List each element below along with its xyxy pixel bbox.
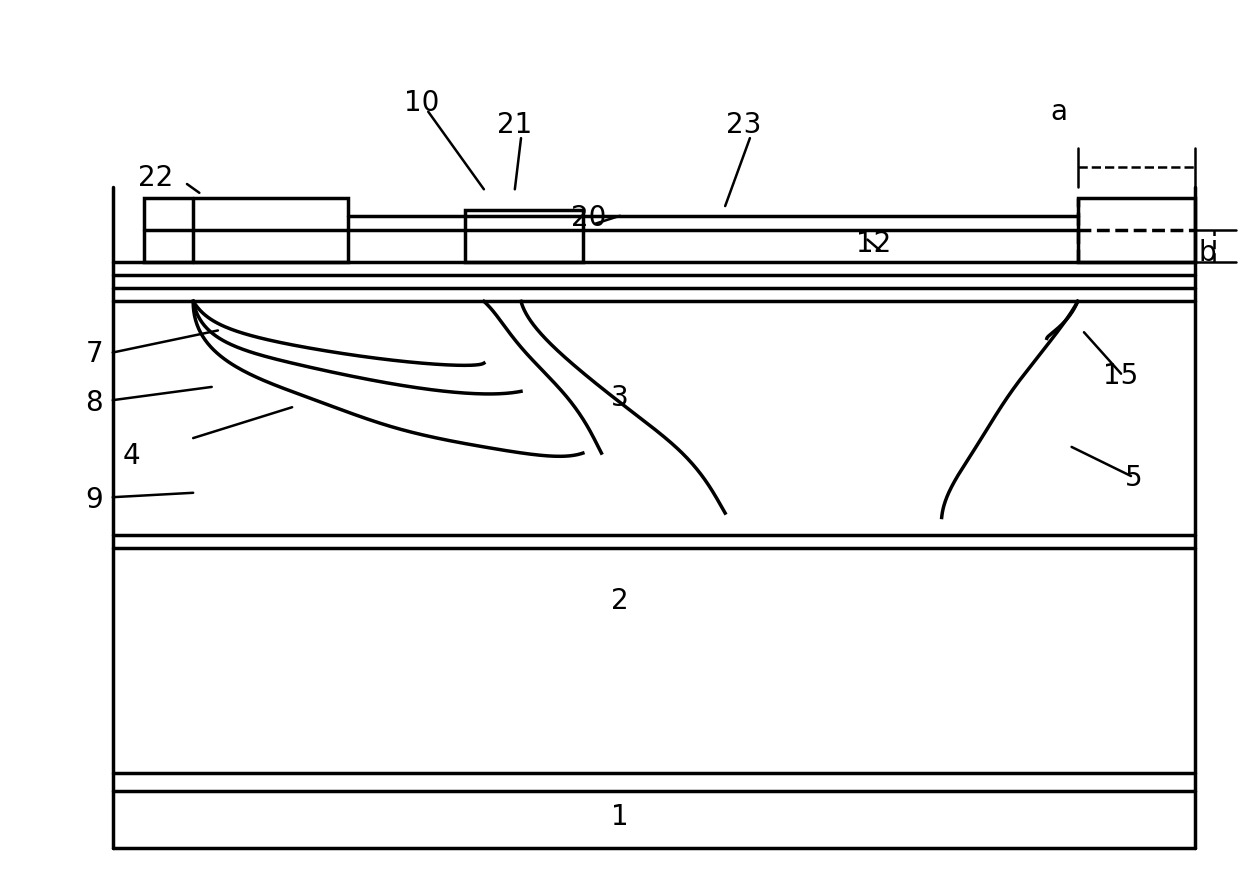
Text: 3: 3 [611, 384, 629, 412]
Text: b: b [1199, 239, 1216, 266]
Text: 21: 21 [497, 111, 532, 139]
Bar [465, 211, 583, 262]
Text: 12: 12 [856, 230, 892, 258]
Text: 5: 5 [1125, 464, 1142, 492]
Text: 1: 1 [611, 804, 629, 831]
Text: 8: 8 [86, 389, 103, 417]
Bar [1078, 198, 1195, 262]
Text: 23: 23 [727, 111, 761, 139]
Text: 22: 22 [139, 164, 174, 192]
Text: 10: 10 [404, 88, 440, 117]
Bar [144, 198, 347, 262]
Text: 15: 15 [1104, 362, 1138, 390]
Text: 4: 4 [123, 442, 140, 470]
Text: 9: 9 [86, 486, 103, 514]
Text: 2: 2 [611, 588, 629, 615]
Text: a: a [1050, 97, 1068, 126]
Text: 7: 7 [86, 340, 103, 368]
Text: 20: 20 [572, 204, 606, 232]
